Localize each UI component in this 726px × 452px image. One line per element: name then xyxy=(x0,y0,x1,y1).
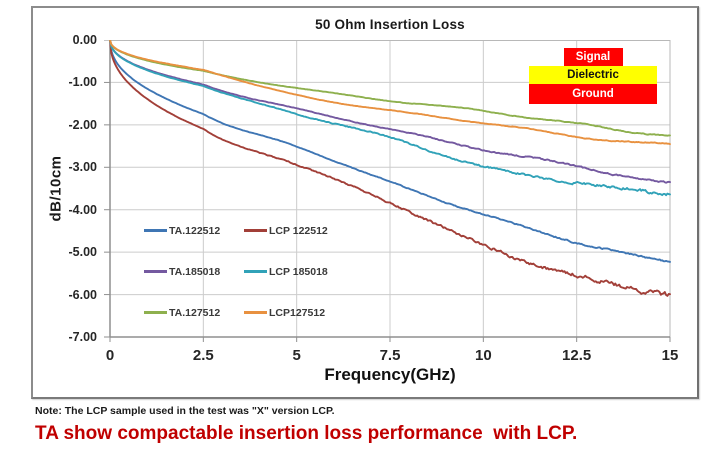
series-line-TA.122512 xyxy=(109,40,671,263)
y-tick-label: -4.00 xyxy=(68,202,98,217)
series-line-LCP 185018 xyxy=(109,40,671,197)
legend-label: TA.122512 xyxy=(169,224,221,237)
legend-line-swatch xyxy=(244,270,267,273)
y-tick-label: -5.00 xyxy=(68,245,98,260)
plot-area xyxy=(104,40,671,342)
y-tick-label: -2.00 xyxy=(68,117,98,132)
x-tick-label: 15 xyxy=(661,347,679,364)
chart-frame: 50 Ohm Insertion Loss 0.00 -1.00 -2.00 -3.0… xyxy=(31,6,699,399)
legend-label: LCP 122512 xyxy=(269,224,328,237)
legend-line-swatch xyxy=(144,311,167,314)
x-axis-title: Frequency(GHz) xyxy=(324,365,456,384)
series-line-LCP127512 xyxy=(109,40,671,146)
x-tick-label: 12.5 xyxy=(562,347,592,364)
y-tick-label: -1.00 xyxy=(68,75,98,90)
legend-label: LCP127512 xyxy=(269,306,326,319)
stackup-dielectric-box: Dielectric xyxy=(529,66,657,84)
legend-label: TA.185018 xyxy=(169,265,221,278)
legend-label: LCP 185018 xyxy=(269,265,328,278)
legend-line-swatch xyxy=(244,311,267,314)
legend-item: LCP 185018 xyxy=(244,266,328,278)
headline: TA show compactable insertion loss perfo… xyxy=(35,423,578,444)
series-line-LCP 122512 xyxy=(109,40,671,297)
x-tick-label: 2.5 xyxy=(192,347,214,364)
y-tick-label: -6.00 xyxy=(68,287,98,302)
legend-item: LCP 122512 xyxy=(244,225,328,237)
legend-line-swatch xyxy=(144,270,167,273)
x-tick-label: 0 xyxy=(105,347,115,364)
chart-title: 50 Ohm Insertion Loss xyxy=(315,17,465,32)
legend-item: TA.127512 xyxy=(144,307,244,319)
legend-item: TA.122512 xyxy=(144,225,244,237)
legend-line-swatch xyxy=(244,229,267,232)
x-tick-label: 7.5 xyxy=(379,347,401,364)
y-axis-title: dB/10cm xyxy=(47,155,65,222)
chart-legend: TA.122512 LCP 122512 TA.185018 LCP 185018 TA… xyxy=(144,210,328,333)
stackup-ground-box: Ground xyxy=(529,84,657,104)
footnote: Note: The LCP sample used in the test wa… xyxy=(35,405,335,417)
y-tick-label: -7.00 xyxy=(68,330,98,344)
series-line-TA.127512 xyxy=(109,40,671,137)
legend-item: LCP127512 xyxy=(244,307,328,319)
series-line-TA.185018 xyxy=(109,40,671,184)
y-tick-label: -3.00 xyxy=(68,160,98,175)
legend-line-swatch xyxy=(144,229,167,232)
stackup-diagram: Signal Dielectric Ground xyxy=(529,48,657,104)
stackup-signal-box: Signal xyxy=(563,48,623,66)
x-tick-label: 10 xyxy=(474,347,492,364)
y-tick-label: 0.00 xyxy=(72,33,97,47)
x-tick-label: 5 xyxy=(292,347,301,364)
legend-label: TA.127512 xyxy=(169,306,221,319)
legend-item: TA.185018 xyxy=(144,266,244,278)
